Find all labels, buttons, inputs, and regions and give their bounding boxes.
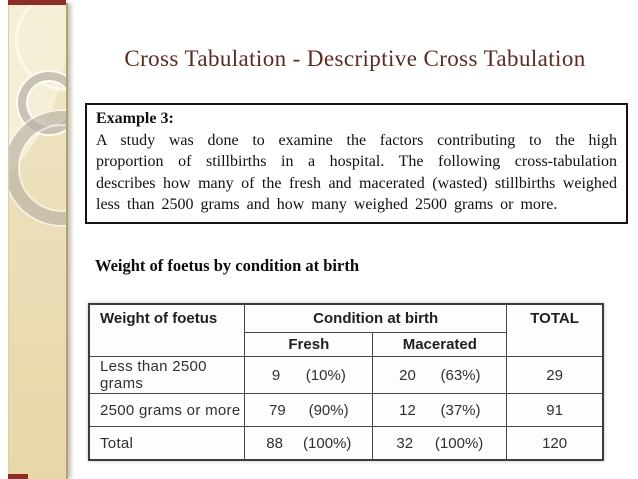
fresh-cell: 9 (10%) (244, 356, 374, 394)
example-heading: Example 3: (96, 110, 174, 127)
fresh-percent: (100%) (303, 434, 352, 452)
macerated-count: 32 (396, 434, 414, 452)
macerated-count: 20 (399, 366, 416, 384)
cross-tabulation-table: Weight of foetus Condition at birth TOTA… (88, 303, 604, 461)
row-total: 29 (506, 356, 604, 394)
macerated-percent: (100%) (434, 434, 484, 452)
header-total: TOTAL (506, 303, 604, 357)
bottom-accent-bar (8, 474, 28, 479)
table-row: Less than 2500 grams 9 (10%) 20 (63%) 29 (88, 356, 604, 394)
example-box: Example 3: A study was done to examine t… (85, 103, 628, 224)
table-row: Total 88 (100%) 32 (100%) 120 (88, 426, 604, 461)
table-header-row: Weight of foetus Condition at birth TOTA… (88, 303, 604, 357)
fresh-count: 9 (271, 366, 281, 384)
sidebar-decoration (8, 3, 68, 479)
header-weight-of-foetus: Weight of foetus (88, 303, 246, 357)
row-label: 2500 grams or more (88, 393, 246, 427)
fresh-cell: 79 (90%) (244, 393, 374, 427)
slide-title: Cross Tabulation - Descriptive Cross Tab… (124, 46, 586, 71)
row-label: Less than 2500 grams (88, 356, 246, 394)
row-label: Total (88, 426, 246, 461)
table-caption: Weight of foetus by condition at birth (95, 256, 360, 275)
row-total: 120 (506, 426, 604, 461)
table-row: 2500 grams or more 79 (90%) 12 (37%) 91 (88, 393, 604, 427)
macerated-percent: (37%) (440, 401, 481, 419)
top-accent-bar (8, 0, 66, 5)
fresh-percent: (90%) (308, 401, 349, 419)
header-condition-at-birth: Condition at birth (244, 303, 508, 333)
macerated-percent: (63%) (440, 366, 481, 384)
fresh-percent: (10%) (305, 366, 346, 384)
header-macerated: Macerated (372, 332, 508, 357)
macerated-cell: 20 (63%) (372, 356, 508, 394)
fresh-cell: 88 (100%) (244, 426, 374, 461)
fresh-count: 88 (266, 434, 283, 452)
macerated-cell: 32 (100%) (372, 426, 508, 461)
header-fresh: Fresh (244, 332, 374, 357)
example-body-text: A study was done to examine the factors … (96, 131, 617, 214)
macerated-count: 12 (399, 401, 416, 419)
table-subheader-row: Fresh Macerated (89, 332, 603, 357)
macerated-cell: 12 (37%) (372, 393, 508, 427)
row-total: 91 (506, 393, 604, 427)
fresh-count: 79 (269, 401, 286, 419)
